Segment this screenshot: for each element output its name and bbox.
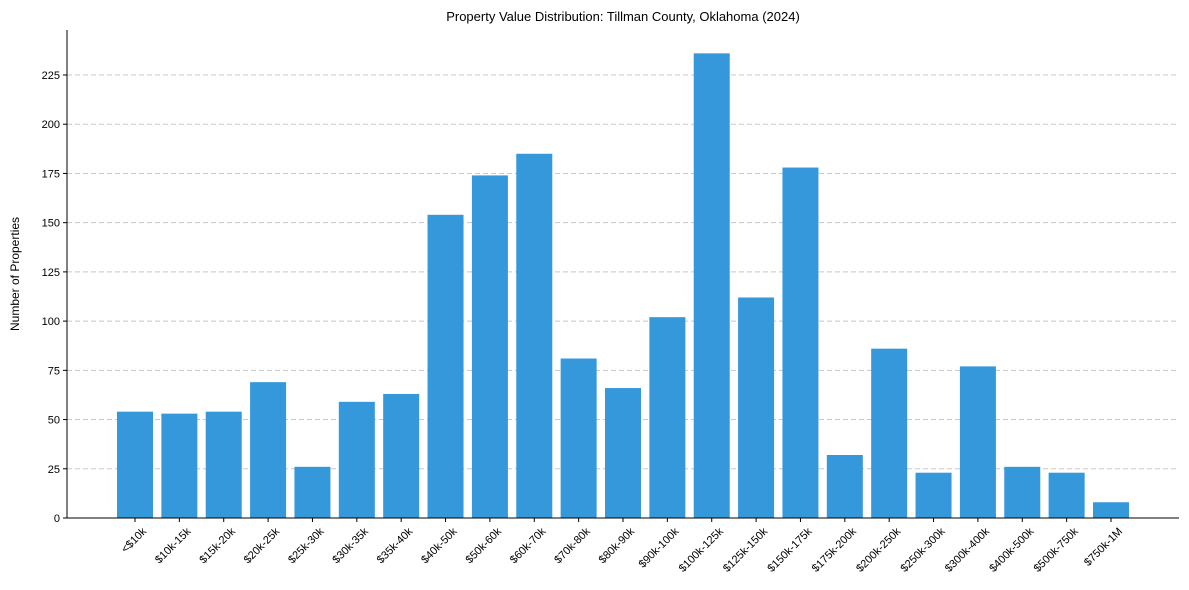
x-tick-label: $500k-750k	[1032, 525, 1081, 574]
x-tick-label: $200k-250k	[854, 525, 903, 574]
x-tick-label: $400k-500k	[987, 525, 1036, 574]
y-tick-label: 25	[48, 464, 60, 476]
bar	[1048, 472, 1085, 518]
bar	[338, 401, 375, 518]
bar	[693, 53, 730, 518]
x-tick-label: $300k-400k	[943, 525, 992, 574]
bars	[117, 53, 1129, 518]
x-tick-label: <$10k	[119, 525, 149, 555]
bar	[427, 214, 464, 518]
y-tick-label: 225	[42, 70, 60, 82]
x-tick-label: $10k-15k	[153, 525, 194, 566]
bar	[560, 358, 597, 518]
y-tick-label: 100	[42, 316, 60, 328]
bar	[605, 388, 641, 518]
bar	[1093, 502, 1129, 518]
bar	[826, 454, 863, 518]
y-tick-label: 75	[48, 365, 60, 377]
y-tick-label: 125	[42, 267, 60, 279]
bar	[161, 413, 198, 518]
bar	[205, 411, 242, 518]
x-tick-label: $125k-150k	[721, 525, 770, 574]
bar	[294, 466, 331, 518]
bar	[471, 175, 508, 518]
y-axis-label: Number of Properties	[8, 217, 22, 331]
x-tick-label: $50k-60k	[464, 525, 505, 566]
bar	[871, 348, 908, 518]
x-tick-label: $35k-40k	[375, 525, 416, 566]
bar	[250, 382, 287, 518]
chart-title: Property Value Distribution: Tillman Cou…	[446, 9, 800, 24]
x-tick-label: $60k-70k	[508, 525, 549, 566]
x-tick-label: $90k-100k	[637, 525, 682, 570]
x-tick-label: $750k-1M	[1082, 526, 1125, 569]
y-tick-label: 50	[48, 415, 60, 427]
x-tick-label: $250k-300k	[899, 525, 948, 574]
bar	[782, 167, 819, 518]
y-ticks: 0 25 50 75 100 125 150 175 200 225	[42, 70, 67, 525]
x-tick-label: $100k-125k	[677, 525, 726, 574]
x-tick-label: $15k-20k	[197, 525, 238, 566]
x-tick-label: $40k-50k	[419, 525, 460, 566]
y-tick-label: 175	[42, 168, 60, 180]
x-ticks: <$10k $10k-15k $15k-20k $20k-25k $25k-30k $30…	[119, 518, 1125, 575]
x-tick-label: $150k-175k	[765, 525, 814, 574]
bar	[915, 472, 952, 518]
x-tick-label: $70k-80k	[552, 525, 593, 566]
bar	[117, 411, 153, 518]
bar	[738, 297, 775, 518]
bar	[959, 366, 996, 518]
y-tick-label: 0	[54, 513, 60, 525]
y-tick-label: 150	[42, 218, 60, 230]
bar	[516, 153, 553, 518]
bar	[1004, 466, 1041, 518]
y-tick-label: 200	[42, 119, 60, 131]
bar	[383, 393, 420, 518]
x-tick-label: $175k-200k	[810, 525, 859, 574]
x-tick-label: $30k-35k	[330, 525, 371, 566]
x-tick-label: $80k-90k	[597, 525, 638, 566]
x-tick-label: $25k-30k	[286, 525, 327, 566]
x-tick-label: $20k-25k	[242, 525, 283, 566]
bar	[649, 317, 686, 518]
